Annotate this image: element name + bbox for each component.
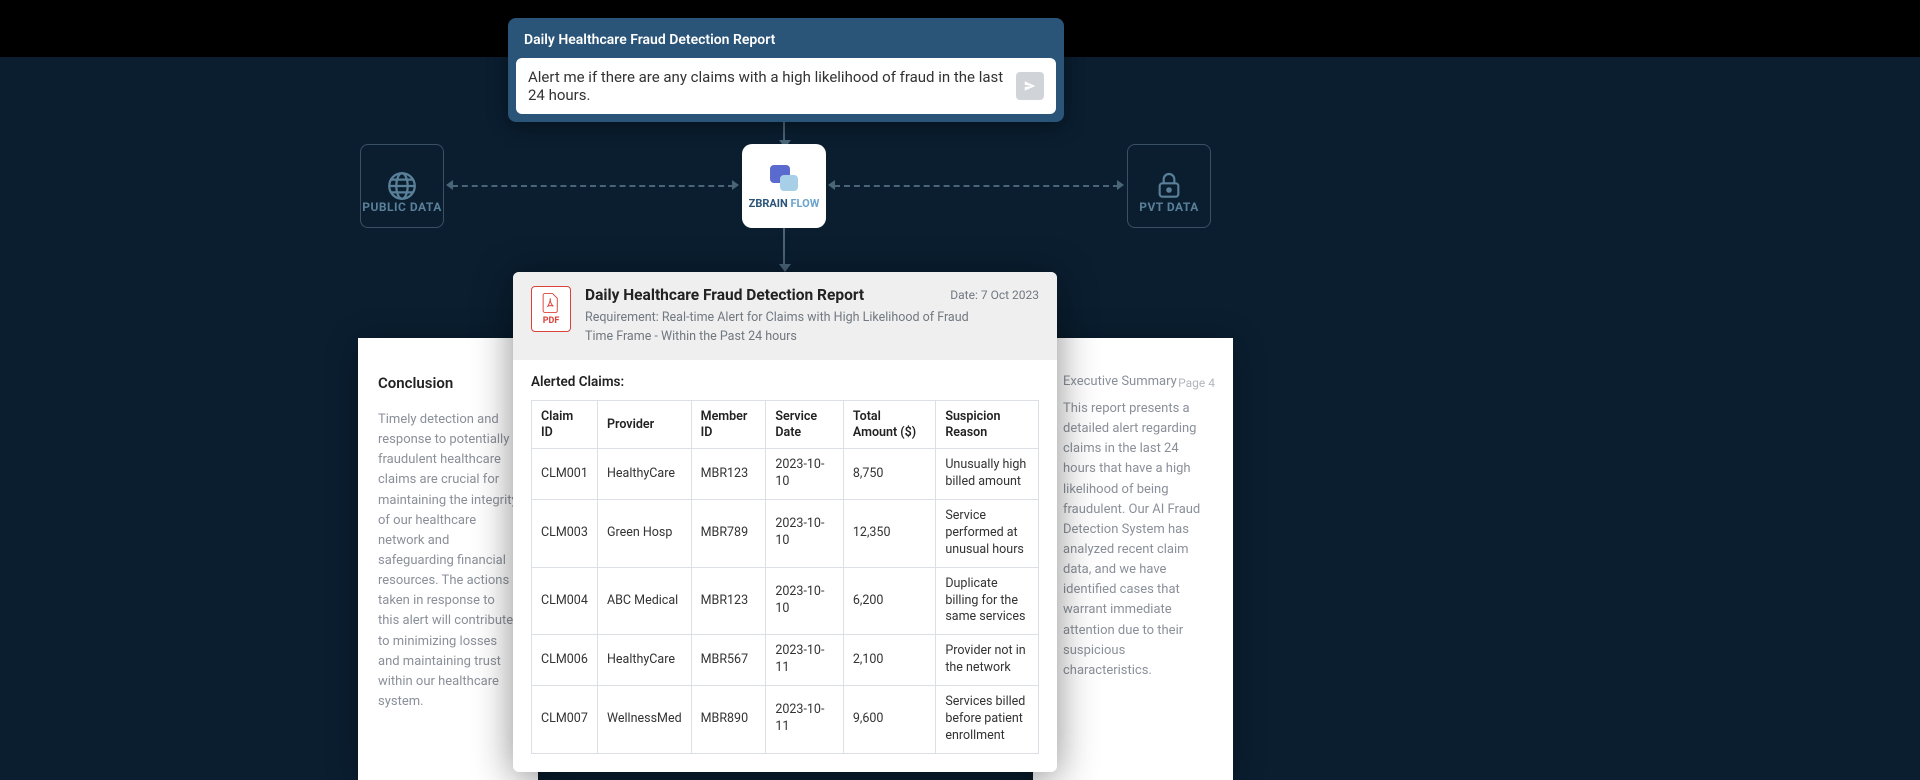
zbrain-flow-node: ZBRAIN FLOW bbox=[742, 144, 826, 228]
bg-page-summary: Page 4 Executive Summary This report pre… bbox=[1033, 338, 1233, 780]
alerted-claims-label: Alerted Claims: bbox=[531, 374, 1039, 390]
prompt-text[interactable]: Alert me if there are any claims with a … bbox=[528, 68, 1008, 104]
flow-label: ZBRAIN FLOW bbox=[749, 197, 820, 210]
send-button[interactable] bbox=[1016, 72, 1044, 100]
prompt-title: Daily Healthcare Fraud Detection Report bbox=[516, 26, 1056, 58]
report-card: PDF Daily Healthcare Fraud Detection Rep… bbox=[513, 272, 1057, 772]
arrow-h-left-out bbox=[446, 180, 453, 190]
col-service-date: Service Date bbox=[766, 401, 844, 449]
pdf-label: PDF bbox=[543, 316, 560, 326]
table-row: CLM006HealthyCareMBR5672023-10-112,100Pr… bbox=[532, 635, 1039, 686]
cell-member: MBR123 bbox=[691, 567, 766, 635]
report-body: Alerted Claims: Claim ID Provider Member… bbox=[513, 360, 1057, 772]
col-total-amount: Total Amount ($) bbox=[843, 401, 935, 449]
flow-logo-icon bbox=[766, 163, 802, 193]
connector-h-left bbox=[452, 185, 734, 187]
conclusion-body: Timely detection and response to potenti… bbox=[378, 410, 518, 712]
prompt-card: Daily Healthcare Fraud Detection Report … bbox=[508, 18, 1064, 122]
cell-provider: HealthyCare bbox=[597, 449, 691, 500]
pdf-icon bbox=[541, 292, 561, 314]
cell-provider: Green Hosp bbox=[597, 500, 691, 568]
cell-date: 2023-10-11 bbox=[766, 686, 844, 754]
cell-reason: Duplicate billing for the same services bbox=[936, 567, 1039, 635]
cell-id: CLM006 bbox=[532, 635, 598, 686]
arrow-h-right-in bbox=[828, 180, 835, 190]
table-row: CLM003Green HospMBR7892023-10-1012,350Se… bbox=[532, 500, 1039, 568]
conclusion-heading: Conclusion bbox=[378, 374, 518, 392]
cell-id: CLM003 bbox=[532, 500, 598, 568]
claims-tbody: CLM001HealthyCareMBR1232023-10-108,750Un… bbox=[532, 449, 1039, 753]
globe-icon bbox=[385, 169, 419, 203]
arrow-into-report bbox=[779, 264, 791, 272]
cell-amount: 2,100 bbox=[843, 635, 935, 686]
lock-icon bbox=[1153, 170, 1185, 202]
page-number: Page 4 bbox=[1178, 376, 1215, 390]
cell-amount: 9,600 bbox=[843, 686, 935, 754]
col-member-id: Member ID bbox=[691, 401, 766, 449]
col-claim-id: Claim ID bbox=[532, 401, 598, 449]
cell-reason: Unusually high billed amount bbox=[936, 449, 1039, 500]
bg-page-conclusion: Conclusion Timely detection and response… bbox=[358, 338, 538, 780]
table-row: CLM007WellnessMedMBR8902023-10-119,600Se… bbox=[532, 686, 1039, 754]
connector-v2 bbox=[783, 228, 785, 266]
cell-amount: 8,750 bbox=[843, 449, 935, 500]
cell-date: 2023-10-10 bbox=[766, 567, 844, 635]
cell-id: CLM004 bbox=[532, 567, 598, 635]
cell-date: 2023-10-11 bbox=[766, 635, 844, 686]
pdf-badge: PDF bbox=[531, 286, 571, 332]
report-timeframe: Time Frame - Within the Past 24 hours bbox=[585, 329, 1039, 344]
report-requirement: Requirement: Real-time Alert for Claims … bbox=[585, 310, 1039, 325]
public-data-label: PUBLIC DATA bbox=[360, 200, 444, 214]
table-row: CLM004ABC MedicalMBR1232023-10-106,200Du… bbox=[532, 567, 1039, 635]
cell-reason: Service performed at unusual hours bbox=[936, 500, 1039, 568]
cell-provider: HealthyCare bbox=[597, 635, 691, 686]
cell-member: MBR789 bbox=[691, 500, 766, 568]
col-suspicion-reason: Suspicion Reason bbox=[936, 401, 1039, 449]
cell-member: MBR567 bbox=[691, 635, 766, 686]
private-data-label: PVT DATA bbox=[1127, 200, 1211, 214]
arrow-h-right-out bbox=[1117, 180, 1124, 190]
claims-table: Claim ID Provider Member ID Service Date… bbox=[531, 400, 1039, 754]
cell-date: 2023-10-10 bbox=[766, 449, 844, 500]
cell-amount: 12,350 bbox=[843, 500, 935, 568]
col-provider: Provider bbox=[597, 401, 691, 449]
connector-h-right bbox=[834, 185, 1119, 187]
cell-provider: WellnessMed bbox=[597, 686, 691, 754]
prompt-input-row: Alert me if there are any claims with a … bbox=[516, 58, 1056, 114]
summary-body: This report presents a detailed alert re… bbox=[1063, 399, 1213, 681]
cell-date: 2023-10-10 bbox=[766, 500, 844, 568]
report-date: Date: 7 Oct 2023 bbox=[950, 288, 1039, 302]
report-header: PDF Daily Healthcare Fraud Detection Rep… bbox=[513, 272, 1057, 360]
table-header-row: Claim ID Provider Member ID Service Date… bbox=[532, 401, 1039, 449]
cell-amount: 6,200 bbox=[843, 567, 935, 635]
public-data-node bbox=[360, 144, 444, 228]
private-data-node bbox=[1127, 144, 1211, 228]
cell-provider: ABC Medical bbox=[597, 567, 691, 635]
table-row: CLM001HealthyCareMBR1232023-10-108,750Un… bbox=[532, 449, 1039, 500]
send-icon bbox=[1023, 79, 1037, 93]
cell-id: CLM001 bbox=[532, 449, 598, 500]
arrow-h-left-in bbox=[732, 180, 739, 190]
cell-reason: Provider not in the network bbox=[936, 635, 1039, 686]
cell-member: MBR123 bbox=[691, 449, 766, 500]
cell-member: MBR890 bbox=[691, 686, 766, 754]
cell-reason: Services billed before patient enrollmen… bbox=[936, 686, 1039, 754]
cell-id: CLM007 bbox=[532, 686, 598, 754]
